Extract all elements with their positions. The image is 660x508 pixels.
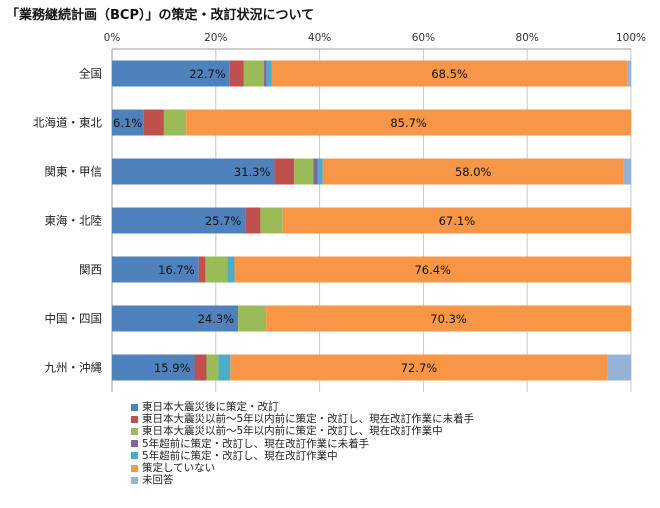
data-label: 58.0% bbox=[455, 165, 492, 179]
category-label: 全国 bbox=[79, 67, 102, 81]
data-label: 31.3% bbox=[234, 165, 271, 179]
x-tick-label: 20% bbox=[204, 32, 227, 44]
bar-segment bbox=[112, 354, 195, 381]
legend-label: 東日本大震災以前～5年以内前に策定・改訂し、現在改訂作業に未着手 bbox=[142, 413, 475, 426]
legend-item: 東日本大震災以前～5年以内前に策定・改訂し、現在改訂作業に未着手 bbox=[131, 413, 474, 425]
legend-item: 5年超前に策定・改訂し、現在改訂作業に未着手 bbox=[131, 438, 474, 450]
legend-swatch bbox=[131, 464, 138, 472]
bar-segment bbox=[112, 256, 199, 283]
data-label: 76.4% bbox=[414, 263, 451, 277]
bar-segment bbox=[186, 109, 632, 136]
data-label: 16.7% bbox=[158, 263, 195, 277]
x-tick-label: 40% bbox=[308, 32, 331, 44]
legend-swatch bbox=[131, 428, 138, 435]
bar-segment bbox=[143, 109, 164, 136]
x-tick-label: 80% bbox=[516, 32, 539, 44]
bar-segment bbox=[322, 158, 624, 185]
bar-segment bbox=[238, 305, 267, 332]
bar-segment bbox=[260, 207, 283, 234]
bar-segment bbox=[229, 60, 244, 87]
category-label: 東海・北陸 bbox=[45, 214, 103, 228]
bar-segment bbox=[264, 60, 267, 87]
bar-segment bbox=[234, 256, 631, 283]
bar-segment bbox=[112, 305, 239, 332]
data-label: 6.1% bbox=[113, 116, 142, 130]
bar-segment bbox=[243, 60, 265, 87]
data-label: 15.9% bbox=[154, 361, 191, 375]
bar-segment bbox=[607, 354, 631, 381]
bar-segment bbox=[274, 158, 295, 185]
legend-swatch bbox=[131, 476, 138, 484]
data-label: 25.7% bbox=[205, 214, 242, 228]
legend-swatch bbox=[131, 440, 138, 448]
legend-item: 5年超前に策定・改訂し、現在改訂作業中 bbox=[131, 450, 474, 462]
category-label: 関東・甲信 bbox=[45, 165, 103, 179]
bar-segment bbox=[206, 354, 219, 381]
legend-item: 策定していない bbox=[131, 462, 474, 474]
bar-segment bbox=[623, 158, 631, 185]
legend-label: 未回答 bbox=[142, 474, 174, 487]
chart-legend: 東日本大震災後に策定・改訂 東日本大震災以前～5年以内前に策定・改訂し、現在改訂作… bbox=[131, 401, 474, 486]
legend-item: 東日本大震災後に策定・改訂 bbox=[131, 401, 474, 413]
legend-label: 東日本大震災以前～5年以内前に策定・改訂し、現在改訂作業中 bbox=[142, 425, 443, 438]
legend-swatch bbox=[131, 403, 138, 411]
legend-label: 5年超前に策定・改訂し、現在改訂作業中 bbox=[142, 449, 338, 462]
bar-segment bbox=[205, 256, 228, 283]
bar-segment bbox=[112, 109, 144, 136]
category-label: 九州・沖縄 bbox=[45, 361, 103, 375]
legend-item: 未回答 bbox=[131, 474, 474, 486]
bar-chart: 0% 20% 40% 60% 80% 100% 全国 22.7% 68.5% 北海道・東北 6.1%… bbox=[33, 32, 646, 392]
data-label: 85.7% bbox=[390, 116, 427, 130]
legend-label: 5年超前に策定・改訂し、現在改訂作業に未着手 bbox=[142, 437, 370, 450]
bar-segment bbox=[266, 60, 272, 87]
bar-segment bbox=[294, 158, 314, 185]
bar-segment bbox=[266, 305, 631, 332]
bar-segment bbox=[245, 207, 261, 234]
bar-segment bbox=[218, 354, 231, 381]
bar-segment bbox=[112, 60, 230, 87]
data-label: 72.7% bbox=[401, 361, 438, 375]
bar-segment bbox=[317, 158, 323, 185]
data-label: 70.3% bbox=[430, 312, 467, 326]
legend-label: 策定していない bbox=[142, 462, 216, 475]
bar-segment bbox=[194, 354, 207, 381]
bar-segment bbox=[198, 256, 206, 283]
bar-segment bbox=[627, 60, 631, 87]
bar-segment bbox=[282, 207, 631, 234]
bar-segment bbox=[271, 60, 628, 87]
bar-segment bbox=[227, 256, 235, 283]
data-label: 67.1% bbox=[439, 214, 476, 228]
category-label: 関西 bbox=[79, 263, 102, 277]
bar-segment bbox=[230, 354, 608, 381]
legend-swatch bbox=[131, 415, 138, 423]
x-tick-label: 100% bbox=[616, 32, 646, 44]
legend-item: 東日本大震災以前～5年以内前に策定・改訂し、現在改訂作業中 bbox=[131, 425, 474, 437]
x-tick-label: 60% bbox=[412, 32, 435, 44]
x-tick-label: 0% bbox=[104, 32, 121, 44]
bar-segment bbox=[313, 158, 318, 185]
category-label: 北海道・東北 bbox=[33, 116, 102, 130]
bar-segment bbox=[163, 109, 187, 136]
chart-title: 「業務継続計画（BCP）」の策定・改訂状況について bbox=[6, 8, 315, 23]
data-label: 68.5% bbox=[431, 67, 468, 81]
category-label: 中国・四国 bbox=[45, 312, 103, 326]
bar-segment bbox=[112, 158, 275, 185]
data-label: 22.7% bbox=[189, 67, 226, 81]
legend-swatch bbox=[131, 452, 138, 460]
legend-label: 東日本大震災後に策定・改訂 bbox=[142, 401, 279, 413]
data-label: 24.3% bbox=[198, 312, 235, 326]
bar-segment bbox=[112, 207, 246, 234]
